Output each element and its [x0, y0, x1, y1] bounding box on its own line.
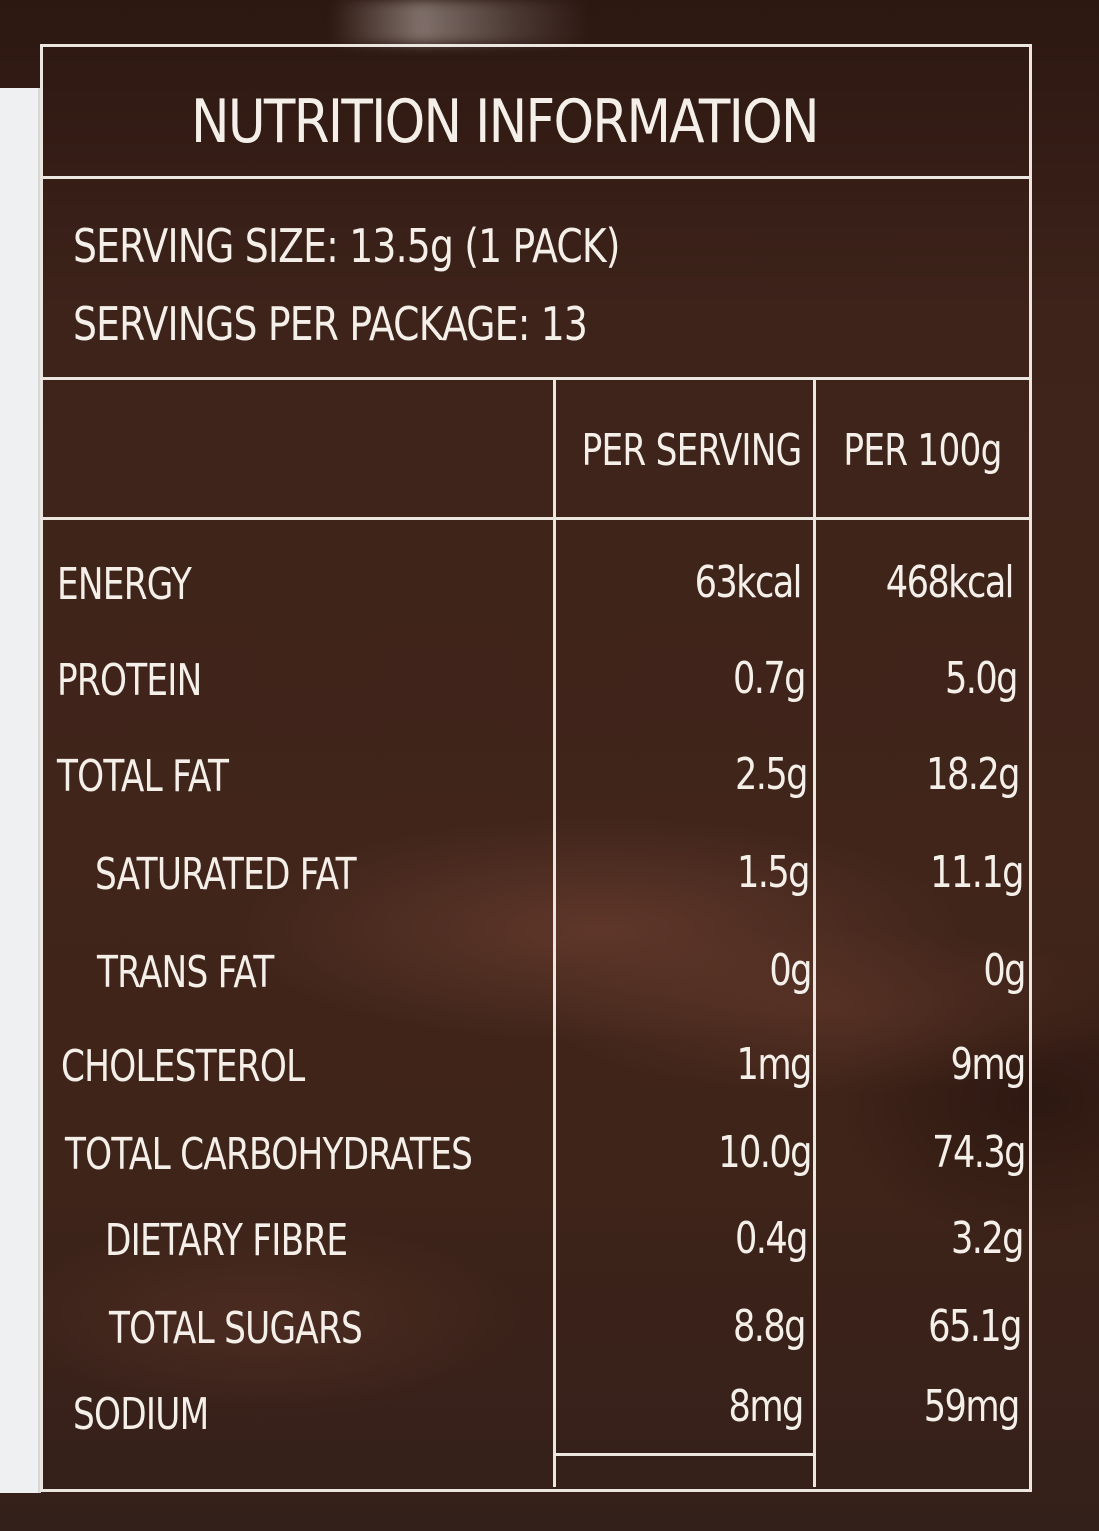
value-saturated-fat-per-serving: 1.5g: [737, 847, 811, 898]
value-energy-per-100g: 468kcal: [885, 557, 1015, 608]
value-trans-fat-per-serving: 0g: [769, 945, 812, 996]
row-label-energy: ENERGY: [57, 559, 192, 610]
value-cholesterol-per-100g: 9mg: [950, 1039, 1027, 1090]
column-divider-2: [813, 377, 816, 1487]
value-sodium-per-100g: 59mg: [923, 1381, 1021, 1432]
value-cholesterol-per-serving: 1mg: [736, 1039, 813, 1090]
value-dietary-fibre-per-serving: 0.4g: [735, 1213, 809, 1264]
value-total-carbohydrates-per-serving: 10.0g: [718, 1127, 812, 1178]
column-bottom-rule: [553, 1453, 816, 1456]
row-label-total-sugars: TOTAL SUGARS: [109, 1303, 363, 1354]
value-protein-per-100g: 5.0g: [945, 653, 1019, 704]
value-total-sugars-per-100g: 65.1g: [928, 1301, 1022, 1352]
table-top-rule: [43, 377, 1029, 380]
row-label-protein: PROTEIN: [57, 655, 202, 706]
column-divider-1: [553, 377, 556, 1487]
title-box: NUTRITION INFORMATION: [43, 47, 1029, 179]
row-label-dietary-fibre: DIETARY FIBRE: [105, 1215, 348, 1266]
value-total-carbohydrates-per-100g: 74.3g: [932, 1127, 1026, 1178]
header-bottom-rule: [43, 517, 1029, 520]
value-dietary-fibre-per-100g: 3.2g: [951, 1213, 1025, 1264]
value-sodium-per-serving: 8mg: [728, 1381, 805, 1432]
value-protein-per-serving: 0.7g: [733, 653, 807, 704]
panel-title: NUTRITION INFORMATION: [191, 87, 820, 157]
nutrition-table: PER SERVING PER 100g ENERGY 63kcal 468kc…: [43, 377, 1029, 1489]
value-total-fat-per-serving: 2.5g: [735, 749, 809, 800]
value-trans-fat-per-100g: 0g: [983, 945, 1026, 996]
row-label-cholesterol: CHOLESTEROL: [61, 1041, 305, 1092]
serving-size-text: SERVING SIZE: 13.5g (1 PACK): [73, 219, 620, 273]
column-header-per-100g: PER 100g: [843, 425, 1002, 476]
row-label-total-carbohydrates: TOTAL CARBOHYDRATES: [65, 1129, 473, 1180]
row-label-total-fat: TOTAL FAT: [57, 751, 229, 802]
row-label-sodium: SODIUM: [73, 1389, 209, 1440]
value-total-sugars-per-serving: 8.8g: [733, 1301, 807, 1352]
row-label-trans-fat: TRANS FAT: [97, 947, 274, 998]
serving-info: SERVING SIZE: 13.5g (1 PACK) SERVINGS PE…: [43, 179, 1029, 379]
value-total-fat-per-100g: 18.2g: [926, 749, 1020, 800]
column-header-per-serving: PER SERVING: [581, 425, 803, 476]
value-energy-per-serving: 63kcal: [694, 557, 803, 608]
package-light-reflection: [330, 0, 590, 44]
nutrition-panel: NUTRITION INFORMATION SERVING SIZE: 13.5…: [40, 44, 1032, 1492]
row-label-saturated-fat: SATURATED FAT: [95, 849, 357, 900]
package-side-seam: [0, 88, 41, 1493]
value-saturated-fat-per-100g: 11.1g: [930, 847, 1024, 898]
servings-per-package-text: SERVINGS PER PACKAGE: 13: [73, 297, 588, 351]
